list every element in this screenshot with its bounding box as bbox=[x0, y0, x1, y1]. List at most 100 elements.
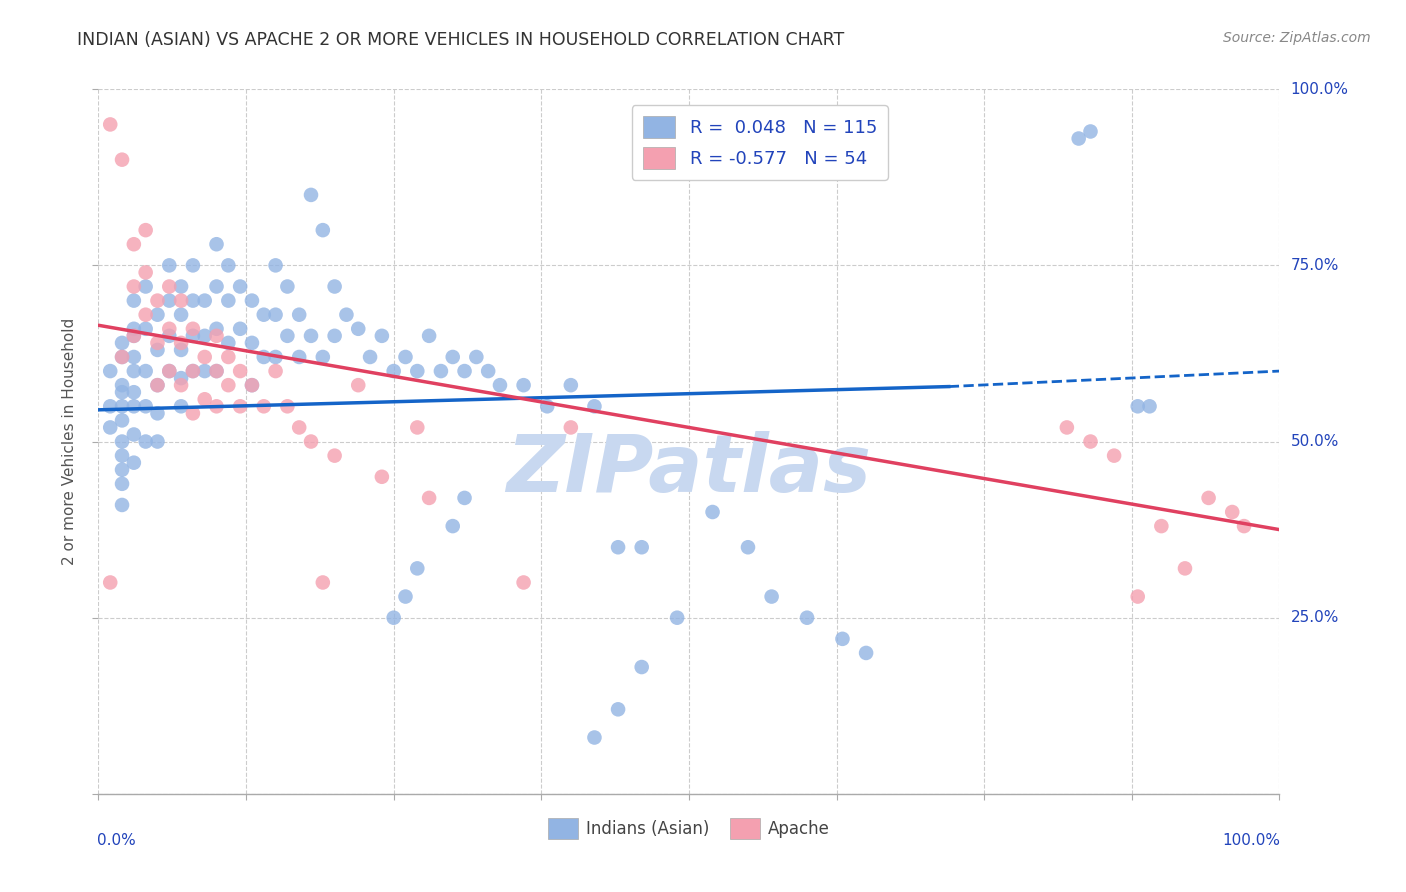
Point bbox=[135, 399, 157, 413]
Point bbox=[194, 350, 217, 364]
Text: 0.0%: 0.0% bbox=[97, 832, 136, 847]
Point bbox=[135, 434, 157, 449]
Point bbox=[607, 702, 630, 716]
Point bbox=[111, 476, 134, 491]
Point bbox=[157, 364, 180, 378]
Point bbox=[299, 187, 322, 202]
Point bbox=[240, 335, 263, 350]
Point bbox=[181, 322, 204, 336]
Point bbox=[253, 399, 276, 413]
Point bbox=[135, 364, 157, 378]
Point bbox=[122, 456, 145, 470]
Point bbox=[181, 328, 204, 343]
Point bbox=[122, 385, 145, 400]
Point bbox=[371, 328, 394, 343]
Point bbox=[157, 293, 180, 308]
Point bbox=[1080, 124, 1102, 138]
Point bbox=[536, 399, 558, 413]
Point bbox=[205, 364, 228, 378]
Point bbox=[276, 328, 298, 343]
Point bbox=[98, 364, 121, 378]
Point bbox=[146, 343, 169, 357]
Point bbox=[111, 498, 134, 512]
Point bbox=[217, 335, 239, 350]
Point bbox=[111, 413, 134, 427]
Point bbox=[98, 575, 121, 590]
Point bbox=[135, 322, 157, 336]
Point bbox=[122, 328, 145, 343]
Point bbox=[122, 293, 145, 308]
Text: 50.0%: 50.0% bbox=[1291, 434, 1339, 449]
Point bbox=[702, 505, 724, 519]
Point bbox=[1198, 491, 1220, 505]
Point bbox=[1126, 590, 1149, 604]
Point bbox=[146, 378, 169, 392]
Point bbox=[630, 541, 652, 555]
Point bbox=[146, 434, 169, 449]
Point bbox=[323, 279, 346, 293]
Point bbox=[394, 590, 416, 604]
Point bbox=[1150, 519, 1173, 533]
Point bbox=[194, 392, 217, 407]
Point bbox=[323, 328, 346, 343]
Point bbox=[181, 364, 204, 378]
Point bbox=[122, 237, 145, 252]
Point bbox=[111, 449, 134, 463]
Point bbox=[276, 399, 298, 413]
Point bbox=[146, 378, 169, 392]
Point bbox=[737, 541, 759, 555]
Point bbox=[607, 541, 630, 555]
Point bbox=[1126, 399, 1149, 413]
Point bbox=[430, 364, 453, 378]
Point bbox=[382, 364, 405, 378]
Point bbox=[264, 308, 287, 322]
Point bbox=[240, 293, 263, 308]
Point bbox=[831, 632, 853, 646]
Point bbox=[382, 610, 405, 624]
Point bbox=[1056, 420, 1078, 434]
Point bbox=[111, 463, 134, 477]
Point bbox=[205, 399, 228, 413]
Point bbox=[453, 364, 475, 378]
Point bbox=[111, 385, 134, 400]
Point bbox=[135, 308, 157, 322]
Point bbox=[135, 279, 157, 293]
Point bbox=[253, 350, 276, 364]
Point bbox=[194, 328, 217, 343]
Text: 25.0%: 25.0% bbox=[1291, 610, 1339, 625]
Point bbox=[1102, 449, 1125, 463]
Point bbox=[276, 279, 298, 293]
Point bbox=[1080, 434, 1102, 449]
Point bbox=[229, 364, 252, 378]
Point bbox=[122, 322, 145, 336]
Point bbox=[111, 350, 134, 364]
Point bbox=[122, 328, 145, 343]
Point bbox=[205, 237, 228, 252]
Point bbox=[205, 322, 228, 336]
Point bbox=[122, 364, 145, 378]
Point bbox=[441, 519, 464, 533]
Point bbox=[288, 420, 311, 434]
Point bbox=[170, 343, 193, 357]
Point bbox=[347, 322, 370, 336]
Point bbox=[583, 399, 606, 413]
Point bbox=[170, 335, 193, 350]
Point bbox=[229, 279, 252, 293]
Point bbox=[406, 561, 429, 575]
Point bbox=[465, 350, 488, 364]
Point bbox=[1067, 131, 1090, 145]
Point bbox=[98, 117, 121, 131]
Point bbox=[170, 371, 193, 385]
Point bbox=[323, 449, 346, 463]
Point bbox=[157, 328, 180, 343]
Point bbox=[406, 420, 429, 434]
Point bbox=[111, 434, 134, 449]
Point bbox=[335, 308, 357, 322]
Point bbox=[170, 399, 193, 413]
Point bbox=[229, 322, 252, 336]
Point bbox=[205, 328, 228, 343]
Point bbox=[111, 350, 134, 364]
Point bbox=[194, 364, 217, 378]
Legend: Indians (Asian), Apache: Indians (Asian), Apache bbox=[541, 812, 837, 846]
Point bbox=[560, 420, 582, 434]
